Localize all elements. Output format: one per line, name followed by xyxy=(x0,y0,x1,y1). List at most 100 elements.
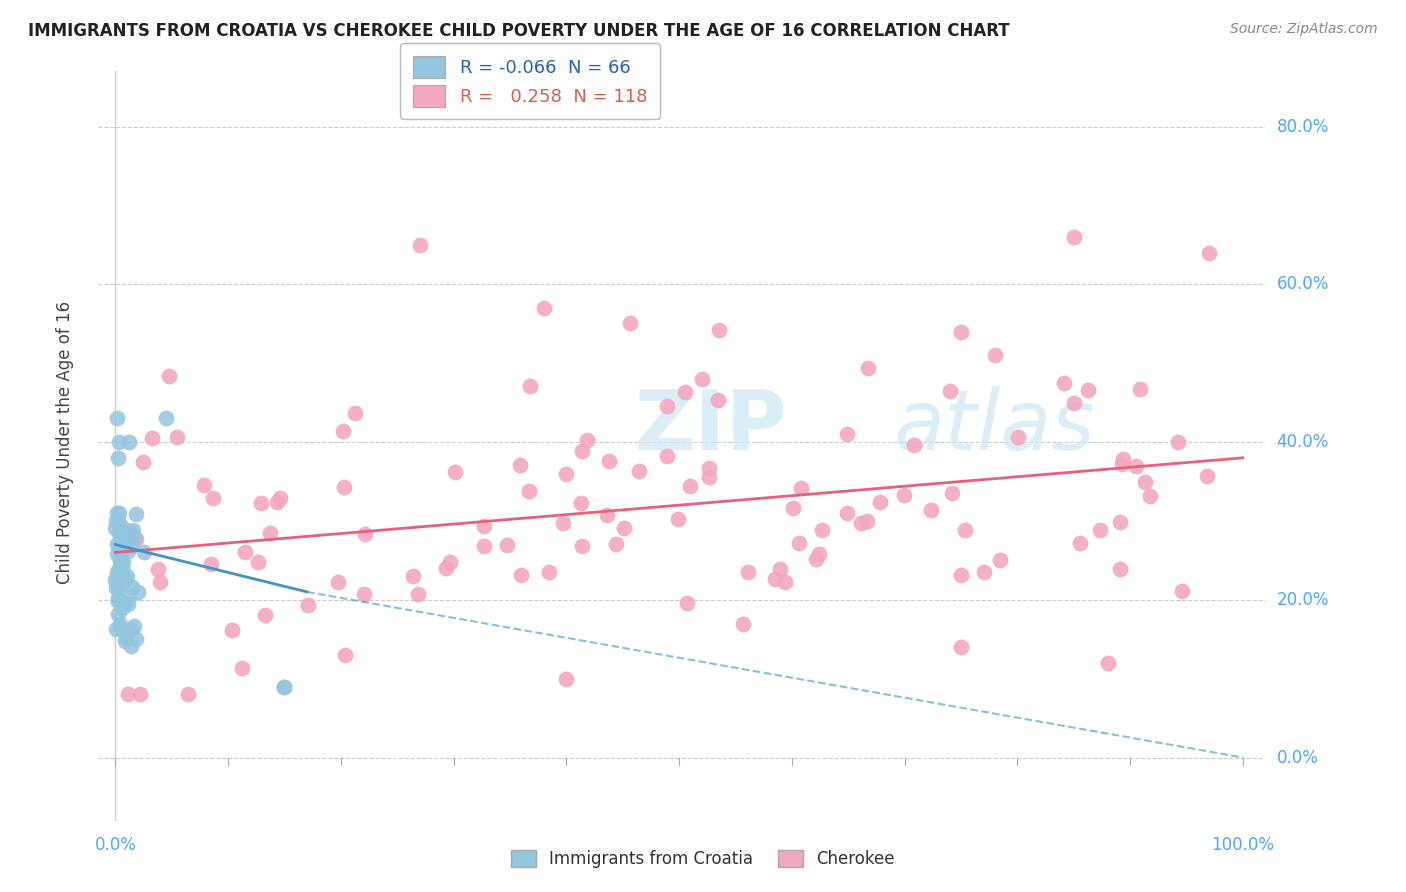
Point xyxy=(111,555,134,569)
Point xyxy=(105,581,128,595)
Point xyxy=(988,553,1011,567)
Point xyxy=(121,523,143,537)
Point xyxy=(105,411,128,425)
Point xyxy=(1007,430,1029,444)
Text: Source: ZipAtlas.com: Source: ZipAtlas.com xyxy=(1230,22,1378,37)
Point xyxy=(697,469,720,483)
Point xyxy=(110,524,132,538)
Text: atlas: atlas xyxy=(893,385,1095,467)
Point xyxy=(598,454,620,468)
Point xyxy=(709,323,731,337)
Point xyxy=(107,577,129,591)
Legend: Immigrants from Croatia, Cherokee: Immigrants from Croatia, Cherokee xyxy=(505,843,901,875)
Point xyxy=(132,454,155,468)
Point xyxy=(117,598,139,612)
Point xyxy=(569,496,592,510)
Text: 100.0%: 100.0% xyxy=(1212,837,1274,855)
Point xyxy=(120,639,142,653)
Point xyxy=(105,571,128,585)
Point xyxy=(1125,459,1147,474)
Point xyxy=(114,634,136,648)
Point xyxy=(406,587,429,601)
Point xyxy=(118,435,141,450)
Point xyxy=(1139,489,1161,503)
Point xyxy=(125,507,148,521)
Point xyxy=(201,491,224,506)
Point xyxy=(697,460,720,475)
Text: Child Poverty Under the Age of 16: Child Poverty Under the Age of 16 xyxy=(56,301,73,583)
Point xyxy=(1129,382,1152,396)
Point xyxy=(121,538,143,552)
Point xyxy=(903,438,925,452)
Point xyxy=(141,431,163,445)
Point xyxy=(538,565,561,579)
Point xyxy=(856,360,879,375)
Point xyxy=(253,607,276,622)
Point xyxy=(221,624,243,638)
Point xyxy=(104,573,127,587)
Point xyxy=(125,533,148,547)
Point xyxy=(1097,656,1119,670)
Point xyxy=(149,574,172,589)
Point xyxy=(114,596,136,610)
Point xyxy=(108,621,131,635)
Point xyxy=(1063,230,1085,244)
Point xyxy=(769,562,792,576)
Point xyxy=(657,399,679,413)
Point xyxy=(107,591,129,606)
Text: 80.0%: 80.0% xyxy=(1277,118,1329,136)
Point xyxy=(571,444,593,458)
Point xyxy=(439,555,461,569)
Point xyxy=(509,458,531,472)
Point xyxy=(533,301,555,315)
Point xyxy=(519,379,541,393)
Point xyxy=(472,518,495,533)
Point xyxy=(773,574,796,589)
Text: ZIP: ZIP xyxy=(634,385,786,467)
Point xyxy=(105,622,128,636)
Point xyxy=(108,516,131,530)
Point xyxy=(1111,457,1133,471)
Point xyxy=(250,496,273,510)
Point xyxy=(200,557,222,571)
Point xyxy=(707,393,730,408)
Point xyxy=(166,430,188,444)
Point xyxy=(104,514,127,528)
Point xyxy=(510,568,533,582)
Point xyxy=(122,619,145,633)
Point xyxy=(120,524,142,539)
Point xyxy=(619,316,641,330)
Point xyxy=(266,494,288,508)
Point xyxy=(628,463,651,477)
Point xyxy=(120,622,142,636)
Point xyxy=(1063,396,1085,410)
Text: 0.0%: 0.0% xyxy=(94,837,136,855)
Point xyxy=(555,467,578,481)
Point xyxy=(122,530,145,544)
Point xyxy=(326,575,349,590)
Point xyxy=(128,688,150,702)
Point xyxy=(575,434,598,448)
Point xyxy=(1090,524,1112,538)
Point xyxy=(790,481,813,495)
Point xyxy=(121,581,143,595)
Point xyxy=(555,672,578,686)
Point xyxy=(124,632,146,647)
Point xyxy=(107,507,129,521)
Point xyxy=(343,406,366,420)
Point xyxy=(690,372,713,386)
Point xyxy=(763,572,786,586)
Point xyxy=(193,478,215,492)
Point xyxy=(117,544,139,558)
Point xyxy=(177,688,200,702)
Point xyxy=(869,495,891,509)
Point xyxy=(939,384,962,399)
Point xyxy=(107,435,129,450)
Point xyxy=(105,547,128,561)
Point xyxy=(837,426,859,441)
Point xyxy=(107,576,129,591)
Point xyxy=(949,640,972,654)
Point xyxy=(107,594,129,608)
Point xyxy=(110,616,132,631)
Point xyxy=(517,484,540,499)
